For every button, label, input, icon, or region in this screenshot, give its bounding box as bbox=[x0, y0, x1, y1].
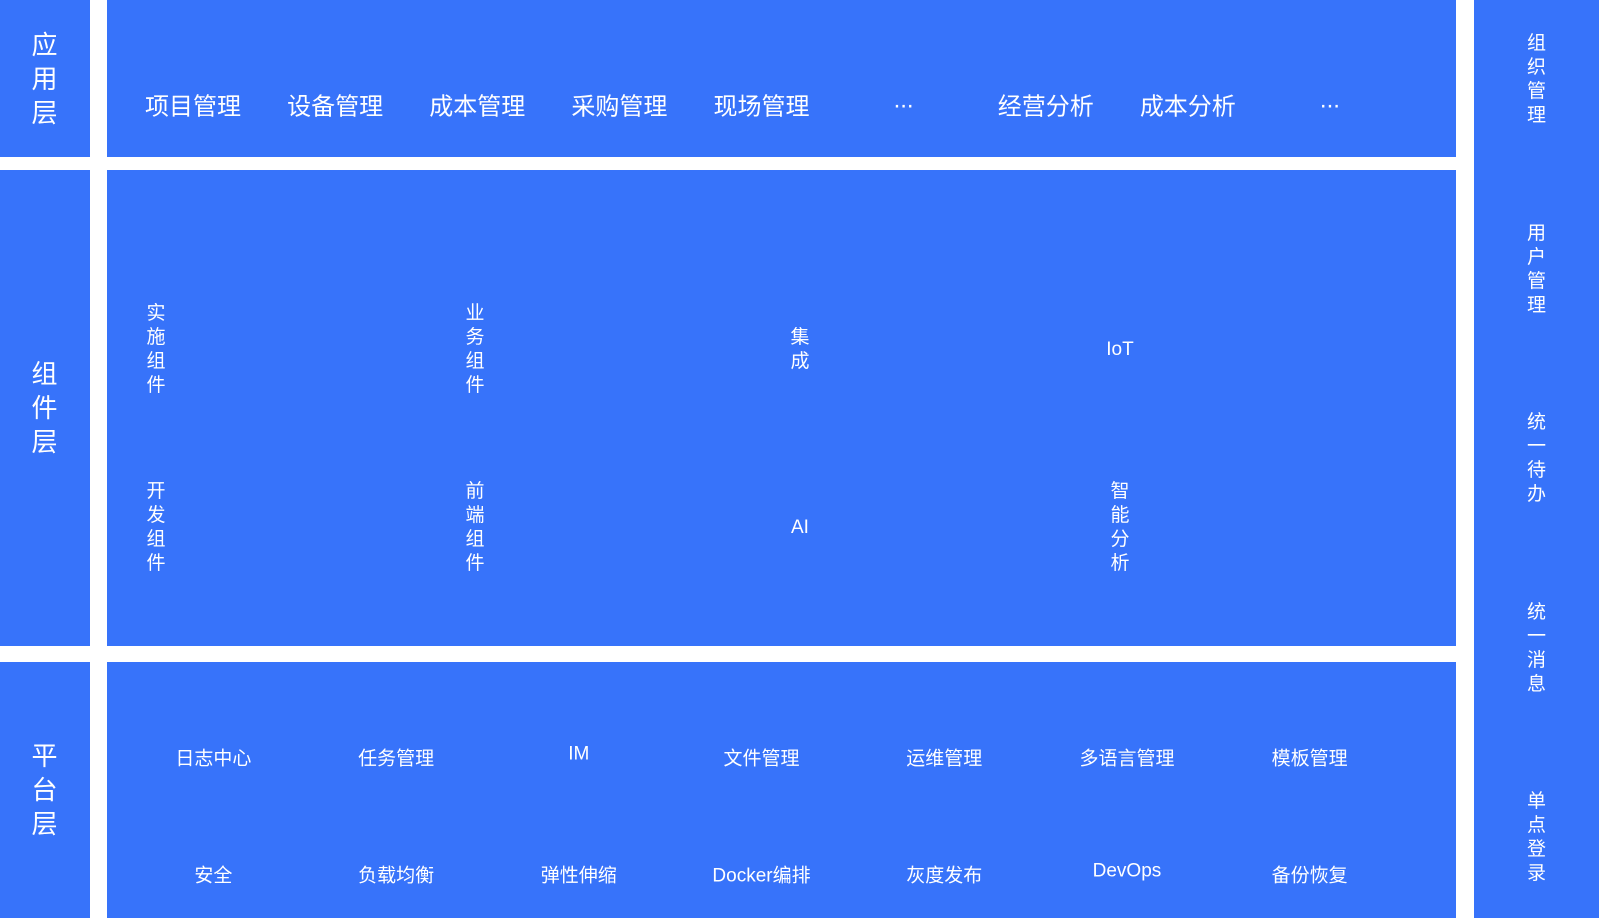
application-layer-label: 应 用 层 bbox=[31, 29, 59, 128]
component-layer-label: 组 件 层 bbox=[31, 359, 59, 457]
plat-item-multilang-mgmt: 多语言管理 bbox=[1079, 748, 1175, 770]
rail-item-unified-messages: 统 一 消 息 bbox=[1526, 601, 1546, 695]
component-layer-rail: 组 件 层 bbox=[0, 170, 90, 646]
plat-item-backup-recovery: 备份恢复 bbox=[1271, 865, 1348, 887]
application-items-row: 项目管理 设备管理 成本管理 采购管理 现场管理 ... 经营分析 成本分析 .… bbox=[122, 86, 1401, 121]
comp-item-ai: AI bbox=[790, 516, 809, 538]
comp-item-integration: 集 成 bbox=[790, 326, 810, 372]
rail-item-unified-todo: 统 一 待 办 bbox=[1526, 412, 1546, 505]
app-item-cost-mgmt: 成本管理 bbox=[429, 93, 526, 121]
platform-items-row-2: 安全 负载均衡 弹性伸缩 Docker编排 灰度发布 DevOps 备份恢复 bbox=[122, 861, 1401, 888]
component-layer-block: 实 施 组 件 业 务 组 件 集 成 IoT 开 发 组 件 前 端 组 件 … bbox=[107, 170, 1456, 646]
app-item-site-mgmt: 现场管理 bbox=[713, 93, 810, 121]
plat-item-security: 安全 bbox=[194, 865, 233, 887]
plat-item-ops-mgmt: 运维管理 bbox=[906, 748, 983, 770]
rail-item-single-sign-on: 单 点 登 录 bbox=[1526, 791, 1546, 884]
comp-item-intelligent-analysis: 智 能 分 析 bbox=[1110, 480, 1130, 574]
application-layer-rail: 应 用 层 bbox=[0, 0, 90, 157]
plat-item-im: IM bbox=[568, 743, 590, 765]
app-item-equipment-mgmt: 设备管理 bbox=[287, 93, 384, 121]
plat-item-file-mgmt: 文件管理 bbox=[723, 748, 800, 770]
comp-item-iot: IoT bbox=[1106, 338, 1134, 360]
plat-item-task-mgmt: 任务管理 bbox=[358, 748, 435, 770]
app-item-procurement-mgmt: 采购管理 bbox=[571, 93, 668, 121]
plat-item-elastic-scaling: 弹性伸缩 bbox=[540, 865, 617, 887]
rail-item-user-mgmt: 用 户 管 理 bbox=[1526, 222, 1546, 316]
comp-item-frontend-components: 前 端 组 件 bbox=[465, 480, 485, 574]
plat-item-load-balancing: 负载均衡 bbox=[358, 865, 435, 887]
comp-item-business-components: 业 务 组 件 bbox=[465, 302, 485, 396]
plat-item-log-center: 日志中心 bbox=[175, 748, 252, 770]
plat-item-template-mgmt: 模板管理 bbox=[1271, 748, 1348, 770]
plat-item-gray-release: 灰度发布 bbox=[906, 865, 983, 887]
comp-item-implementation-components: 实 施 组 件 bbox=[146, 302, 166, 396]
platform-layer-label: 平 台 层 bbox=[31, 741, 59, 839]
rail-item-organization-mgmt: 组 织 管 理 bbox=[1526, 33, 1546, 126]
app-item-ellipsis-2: ... bbox=[1319, 86, 1340, 114]
plat-item-devops: DevOps bbox=[1092, 860, 1162, 882]
plat-item-docker-orchestration: Docker编排 bbox=[712, 865, 811, 887]
app-item-cost-analysis: 成本分析 bbox=[1139, 93, 1236, 121]
platform-layer-rail: 平 台 层 bbox=[0, 662, 90, 918]
shared-services-rail: 组 织 管 理 用 户 管 理 统 一 待 办 统 一 消 息 单 点 登 录 bbox=[1474, 0, 1599, 918]
app-item-project-mgmt: 项目管理 bbox=[145, 93, 242, 121]
comp-item-development-components: 开 发 组 件 bbox=[146, 480, 166, 574]
application-layer-block: 项目管理 设备管理 成本管理 采购管理 现场管理 ... 经营分析 成本分析 .… bbox=[107, 0, 1456, 157]
platform-layer-block: 日志中心 任务管理 IM 文件管理 运维管理 多语言管理 模板管理 安全 负载均… bbox=[107, 662, 1456, 918]
app-item-ellipsis-1: ... bbox=[893, 86, 914, 114]
platform-items-row-1: 日志中心 任务管理 IM 文件管理 运维管理 多语言管理 模板管理 bbox=[122, 743, 1401, 770]
app-item-business-analysis: 经营分析 bbox=[997, 93, 1094, 121]
